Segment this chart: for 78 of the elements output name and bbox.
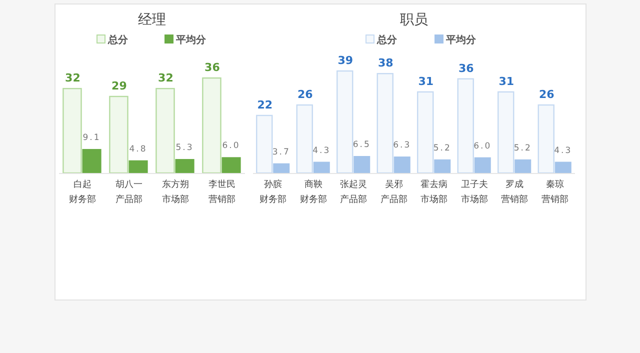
x-tick-label: 卫子夫: [460, 179, 488, 190]
data-label: 6.0: [474, 141, 492, 152]
data-label: 4.3: [312, 146, 331, 156]
data-label: 36: [458, 62, 474, 75]
bar: [128, 160, 148, 173]
bar: [222, 157, 241, 173]
bar: [376, 73, 394, 174]
data-label: 5.3: [176, 143, 194, 154]
data-label: 9.1: [82, 132, 101, 143]
data-label: 38: [378, 56, 394, 70]
data-label: 3.7: [272, 147, 290, 158]
bar: [82, 148, 102, 173]
bar: [514, 159, 532, 173]
text: 财务部: [300, 194, 327, 205]
bar: [175, 159, 194, 173]
data-label: 4.8: [129, 144, 148, 154]
legend-label: 平均分: [445, 34, 477, 46]
bar: [498, 91, 514, 174]
x-tick-label: 商鞅: [304, 179, 322, 190]
text: 产品部: [340, 194, 368, 205]
bar: [256, 114, 273, 174]
data-label: 5.2: [433, 143, 452, 154]
x-tick-label: 孙膑: [264, 179, 282, 190]
data-label: 6.3: [393, 140, 412, 151]
data-label: 31: [418, 74, 434, 88]
data-label: 4.3: [554, 146, 572, 156]
chart-title: 经理: [138, 12, 166, 28]
legend-label: 总分: [376, 34, 398, 46]
x-tick-label: 张起灵: [340, 179, 368, 190]
data-label: 5.2: [514, 143, 532, 154]
data-label: 26: [538, 88, 555, 101]
bar: [474, 157, 491, 173]
bar: [156, 88, 175, 174]
data-label: 39: [338, 54, 354, 67]
x-tick-label: 白起: [73, 179, 92, 190]
data-label: 32: [65, 72, 80, 85]
text: 营销部: [541, 194, 568, 205]
bar: [354, 156, 370, 173]
text: 产品部: [115, 194, 142, 205]
text: 财务部: [68, 194, 96, 205]
x-tick-label: 霍去病: [420, 179, 448, 190]
data-label: 6.0: [222, 141, 240, 152]
bar: [296, 104, 313, 174]
text: 营销部: [208, 194, 236, 205]
x-tick-label: 东方朔: [162, 179, 189, 190]
data-label: 31: [498, 74, 514, 88]
text: 产品部: [380, 194, 408, 205]
data-label: 32: [158, 72, 174, 85]
text: 市场部: [162, 194, 189, 205]
x-tick-label: 秦琼: [546, 179, 564, 190]
bar: [434, 159, 451, 173]
x-tick-label: 吴邪: [384, 179, 403, 190]
x-tick-label: 罗成: [506, 179, 524, 190]
x-tick-label: 李世民: [208, 179, 236, 190]
data-label: 22: [257, 98, 273, 112]
bar: [457, 78, 474, 174]
bar: [109, 96, 128, 174]
legend-label: 平均分: [175, 34, 207, 46]
bar: [554, 162, 572, 173]
text: 市场部: [460, 194, 488, 205]
bar: [394, 156, 410, 173]
legend-label: 总分: [107, 34, 129, 46]
data-label: 6.5: [352, 140, 371, 150]
x-tick-label: 胡八一: [115, 179, 142, 190]
bar: [62, 88, 82, 174]
bar: [417, 91, 434, 174]
text: 市场部: [420, 194, 448, 205]
data-label: 26: [297, 88, 314, 101]
bar: [273, 163, 290, 173]
text: 营销部: [501, 194, 528, 205]
data-label: 36: [204, 61, 220, 74]
chart-title: 职员: [400, 12, 428, 28]
bar: [202, 77, 222, 174]
bar: [538, 104, 554, 174]
data-label: 29: [112, 79, 127, 92]
text: 财务部: [260, 194, 287, 205]
bar: [313, 162, 330, 173]
bar: [336, 70, 354, 174]
